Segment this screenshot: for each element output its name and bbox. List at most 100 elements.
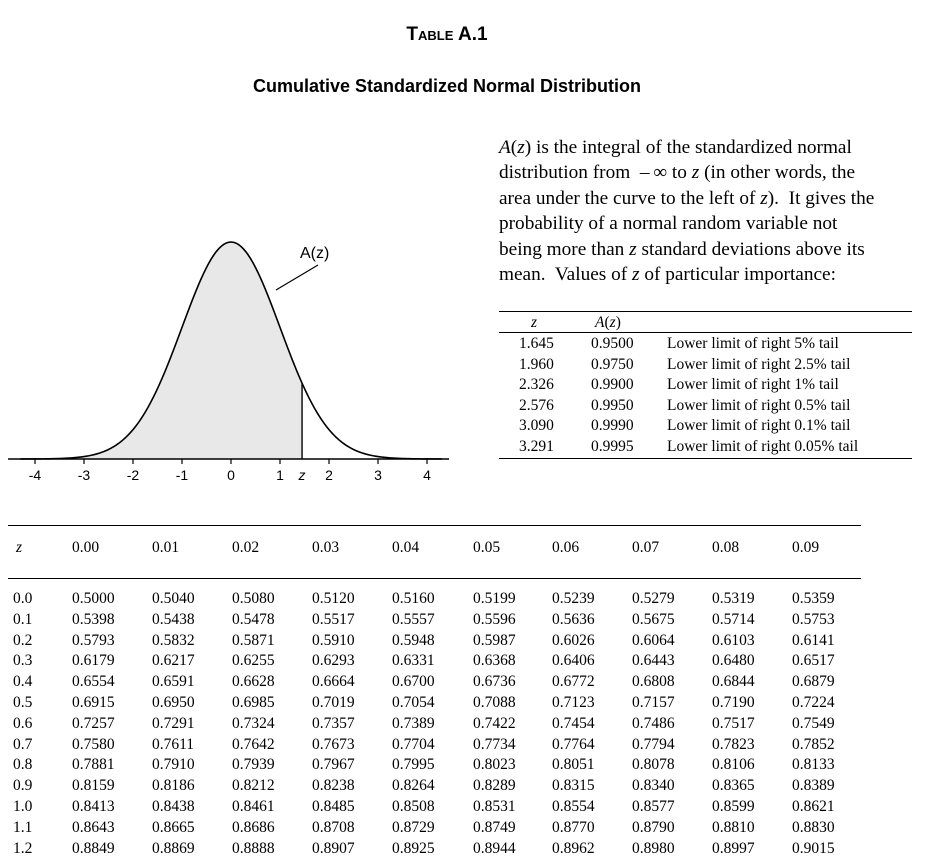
table-cell: 0.5675: [632, 610, 675, 628]
table-cell: 0.7157: [632, 693, 675, 711]
table-cell: 0.5438: [152, 610, 195, 628]
table-body: 0.0 0.5000 0.5040 0.5080 0.5120 0.5160 0.5199 0…: [8, 589, 861, 859]
table-cell: 0.6217: [152, 652, 195, 670]
row-z-label: 0.6: [13, 714, 33, 732]
x-axis-tick-label: 0: [227, 467, 235, 483]
table-cell: 0.8461: [232, 797, 275, 815]
table-cell: 0.7995: [392, 756, 435, 774]
table-cell: 0.5832: [152, 631, 195, 649]
table-cell: 0.8389: [792, 777, 835, 795]
table-cell: 0.8106: [712, 756, 755, 774]
row-z-label: 0.4: [13, 673, 33, 691]
description-text: A: [499, 137, 511, 158]
table-cell: 0.8790: [632, 818, 675, 836]
row-z-label: 0.8: [13, 756, 33, 774]
table-cell: 0.7486: [632, 714, 675, 732]
table-cell: 0.7939: [232, 756, 275, 774]
table-cell: 0.8238: [312, 777, 355, 795]
description-text: distribution from – ∞ to: [499, 162, 692, 184]
special-a-value: 0.9995: [591, 437, 634, 455]
table-cell: 0.7881: [72, 756, 115, 774]
special-header-z: z: [531, 314, 538, 331]
table-header-row: z 0.00 0.01 0.02 0.03 0.04 0.05 0.06 0.07 0.08 0.0…: [8, 526, 861, 579]
table-cell: 0.5199: [473, 590, 516, 607]
description-text: z: [760, 187, 768, 209]
table-cell: 0.5793: [72, 631, 115, 649]
table-cell: 0.5557: [392, 610, 435, 628]
normal-curve-figure: A(z) -4 -3 -2 -1 0 1 2 3 4 z: [8, 241, 450, 483]
area-label: A(z): [300, 245, 329, 262]
table-row: 0.5 0.6915 0.6950 0.6985 0.7019 0.7054 0.7088 0…: [8, 693, 861, 714]
description-text: area under the curve to the left of: [499, 187, 761, 209]
special-a-value: 0.9950: [591, 396, 634, 414]
table-cell: 0.6736: [473, 673, 516, 691]
table-cell: 0.5987: [473, 631, 516, 649]
description-line: mean. Values of z of particular importan…: [499, 262, 947, 287]
row-z-label: 0.9: [13, 777, 33, 795]
normal-curve-line: [20, 241, 442, 460]
table-cell: 0.8944: [473, 839, 516, 857]
table-cell: 0.7967: [312, 756, 355, 774]
table-cell: 0.8186: [152, 777, 195, 795]
x-axis-tick-label: -2: [127, 467, 140, 483]
table-cell: 0.6026: [552, 631, 595, 649]
special-z-value: 3.291: [519, 437, 554, 455]
table-cell: 0.6985: [232, 693, 275, 711]
description-text: being more than: [499, 238, 630, 260]
description-text: z: [517, 137, 525, 158]
table-cell: 0.8365: [712, 777, 755, 795]
table-cell: 0.9015: [792, 839, 835, 857]
table-cell: 0.8810: [712, 818, 755, 836]
table-cell: 0.5753: [792, 610, 835, 628]
x-axis-tick-label: -4: [29, 467, 42, 483]
description-line: A(z) is the integral of the standardized…: [499, 135, 947, 160]
table-cell: 0.5714: [712, 610, 755, 628]
table-cell: 0.6406: [552, 652, 595, 670]
description-line: being more than z standard deviations ab…: [499, 237, 947, 262]
table-cell: 0.7611: [152, 735, 195, 753]
special-values-row: 2.576 0.9950 Lower limit of right 0.5% tai…: [499, 396, 912, 417]
description-paragraph: A(z) is the integral of the standardized…: [499, 135, 947, 287]
table-cell: 0.7291: [152, 714, 195, 732]
table-cell: 0.5398: [72, 610, 115, 628]
table-row: 0.9 0.8159 0.8186 0.8212 0.8238 0.8264 0.8289 0…: [8, 776, 861, 797]
table-cell: 0.7734: [473, 735, 516, 753]
table-cell: 0.8980: [632, 839, 675, 857]
table-cell: 0.8438: [152, 797, 195, 815]
table-cell: 0.7549: [792, 714, 835, 732]
table-cell: 0.6293: [312, 652, 355, 670]
table-cell: 0.8686: [232, 818, 275, 836]
table-cell: 0.6141: [792, 631, 835, 649]
table-cell: 0.7357: [312, 714, 355, 732]
table-row: 0.7 0.7580 0.7611 0.7642 0.7673 0.7704 0.7734 0…: [8, 735, 861, 756]
table-cell: 0.8770: [552, 818, 595, 836]
table-cell: 0.5319: [712, 590, 755, 607]
table-cell: 0.6443: [632, 652, 675, 670]
table-cell: 0.8962: [552, 839, 595, 857]
table-row: 0.0 0.5000 0.5040 0.5080 0.5120 0.5160 0.5199 0…: [8, 589, 861, 610]
table-cell: 0.5910: [312, 631, 355, 649]
table-cell: 0.7422: [473, 714, 516, 732]
table-cell: 0.8621: [792, 797, 835, 815]
row-z-label: 0.2: [13, 631, 33, 649]
table-cell: 0.8997: [712, 839, 755, 857]
column-header: 0.05: [473, 539, 501, 556]
row-z-label: 0.5: [13, 693, 33, 711]
table-cell: 0.5871: [232, 631, 275, 649]
table-cell: 0.5478: [232, 610, 275, 628]
description-text: of particular importance:: [639, 264, 836, 286]
table-cell: 0.8599: [712, 797, 755, 815]
table-cell: 0.8485: [312, 797, 355, 815]
normal-distribution-table: z 0.00 0.01 0.02 0.03 0.04 0.05 0.06 0.07 0.08 0.0…: [8, 525, 861, 859]
table-row: 0.3 0.6179 0.6217 0.6255 0.6293 0.6331 0.6368 0…: [8, 651, 861, 672]
table-cell: 0.8315: [552, 777, 595, 795]
description-text: (: [510, 137, 518, 158]
table-label: Table A.1: [406, 24, 488, 45]
x-axis-tick-label: 3: [374, 467, 382, 483]
table-cell: 0.7673: [312, 735, 355, 753]
table-cell: 0.7324: [232, 714, 275, 732]
description-line: area under the curve to the left of z). …: [499, 186, 947, 211]
table-row: 0.4 0.6554 0.6591 0.6628 0.6664 0.6700 0.6736 0…: [8, 672, 861, 693]
table-cell: 0.6879: [792, 673, 835, 691]
table-cell: 0.6103: [712, 631, 755, 649]
